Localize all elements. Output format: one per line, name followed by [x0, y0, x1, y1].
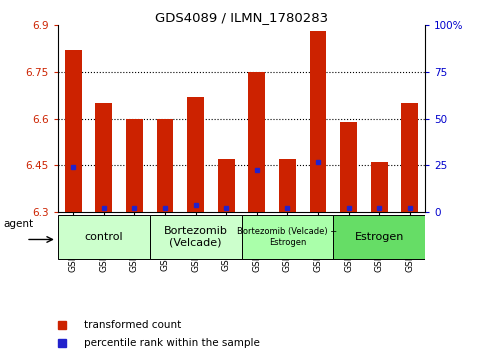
Bar: [242, 215, 333, 259]
Bar: [218, 159, 235, 212]
Bar: [333, 215, 425, 259]
Text: percentile rank within the sample: percentile rank within the sample: [84, 338, 259, 348]
Bar: [248, 72, 265, 212]
Bar: [65, 50, 82, 212]
Text: control: control: [85, 232, 123, 242]
Text: transformed count: transformed count: [84, 320, 181, 330]
Text: agent: agent: [3, 219, 33, 229]
Title: GDS4089 / ILMN_1780283: GDS4089 / ILMN_1780283: [155, 11, 328, 24]
Bar: [150, 215, 242, 259]
Bar: [58, 215, 150, 259]
Bar: [310, 31, 327, 212]
Bar: [401, 103, 418, 212]
Bar: [279, 159, 296, 212]
Bar: [126, 119, 143, 212]
Bar: [187, 97, 204, 212]
Bar: [96, 103, 112, 212]
Text: Estrogen: Estrogen: [355, 232, 404, 242]
Bar: [340, 122, 357, 212]
Text: Bortezomib
(Velcade): Bortezomib (Velcade): [164, 226, 227, 248]
Text: Bortezomib (Velcade) +
Estrogen: Bortezomib (Velcade) + Estrogen: [237, 228, 338, 247]
Bar: [156, 119, 173, 212]
Bar: [371, 162, 387, 212]
